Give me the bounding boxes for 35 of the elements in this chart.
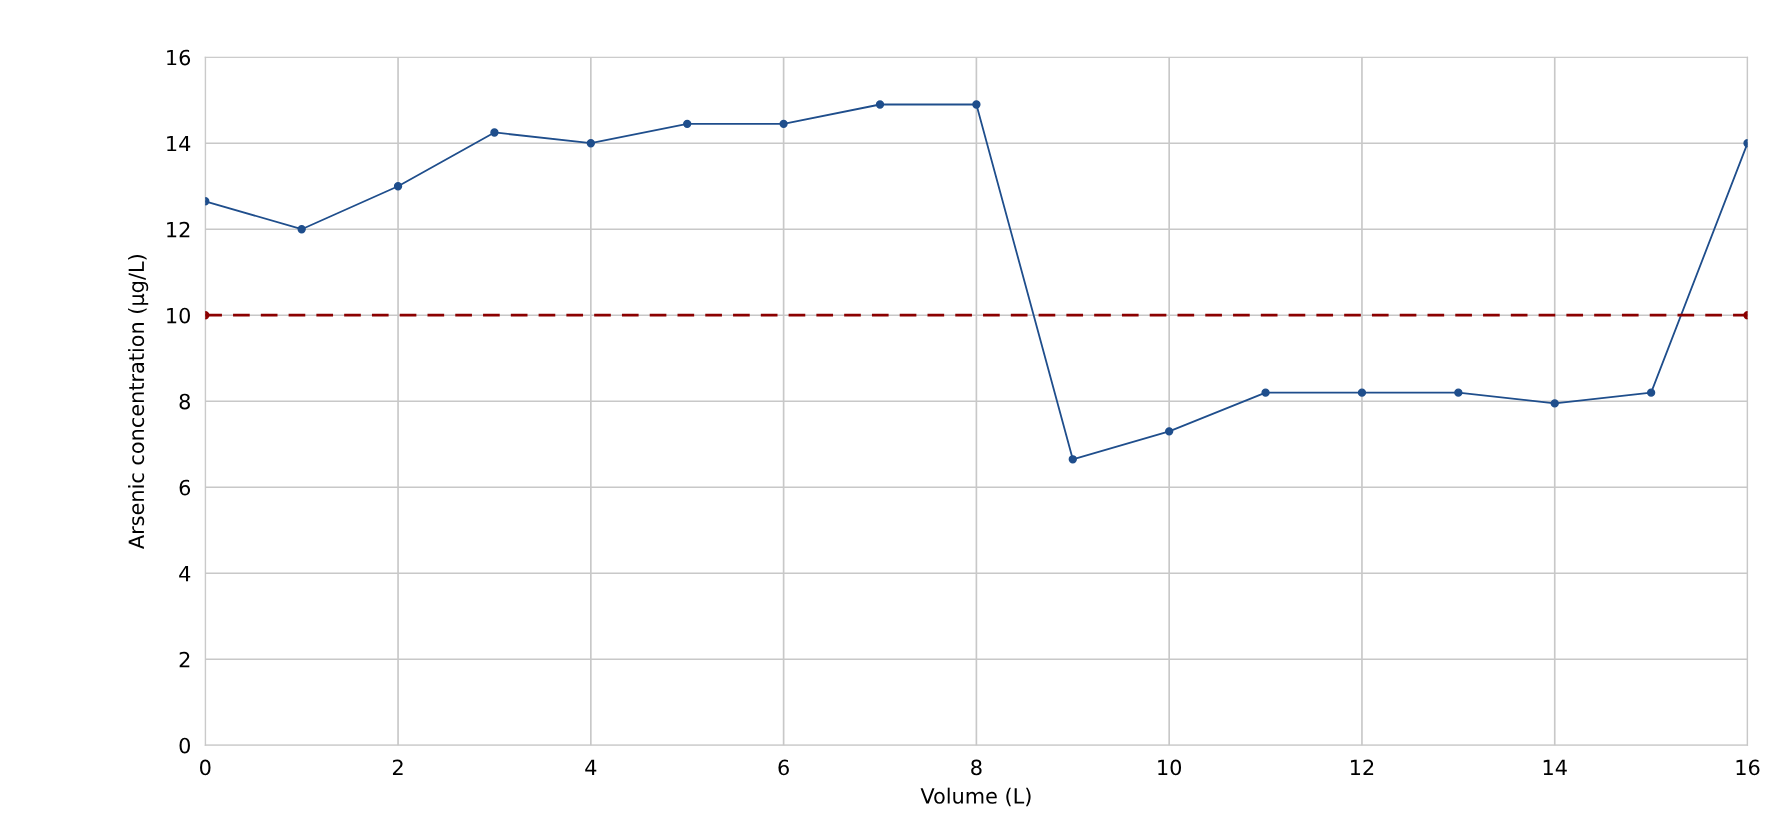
x-tick-label: 10: [1158, 759, 1182, 776]
point: [1550, 399, 1559, 408]
x-tick-label: 0: [200, 759, 211, 776]
y-tick-label: 10: [167, 307, 190, 324]
point: [779, 119, 788, 129]
x-tick-label: 6: [778, 759, 789, 776]
y-tick-label: 0: [179, 737, 190, 754]
y-tick-label: 16: [167, 49, 191, 66]
x-tick-label: 12: [1350, 759, 1374, 775]
y-tick-label: 4: [179, 565, 191, 582]
x-tick-label: 2: [392, 759, 403, 775]
point: [1357, 388, 1367, 397]
y-tick-label: 6: [179, 479, 191, 496]
point: [586, 139, 596, 148]
point: [683, 119, 692, 129]
point: [1261, 388, 1270, 397]
y-axis-title: Arsenic concentration (µg/L): [128, 255, 149, 549]
x-tick-label: 4: [585, 759, 597, 775]
y-tick-label: 2: [179, 651, 190, 668]
y-tick-label: 14: [167, 135, 191, 152]
point: [1068, 455, 1077, 464]
x-tick-label: 14: [1543, 759, 1567, 775]
point: [393, 182, 403, 191]
x-tick-label: 16: [1736, 759, 1760, 776]
y-tick-label: 8: [179, 393, 190, 410]
x-tick-label: 8: [971, 759, 982, 776]
x-axis-title: Volume (L): [920, 787, 1031, 807]
point: [490, 128, 499, 137]
point: [297, 225, 306, 234]
point: [1454, 388, 1463, 397]
y-tick-label: 12: [167, 221, 190, 238]
point: [1165, 427, 1174, 436]
point: [972, 100, 981, 109]
point: [1646, 388, 1656, 397]
point: [875, 100, 885, 109]
